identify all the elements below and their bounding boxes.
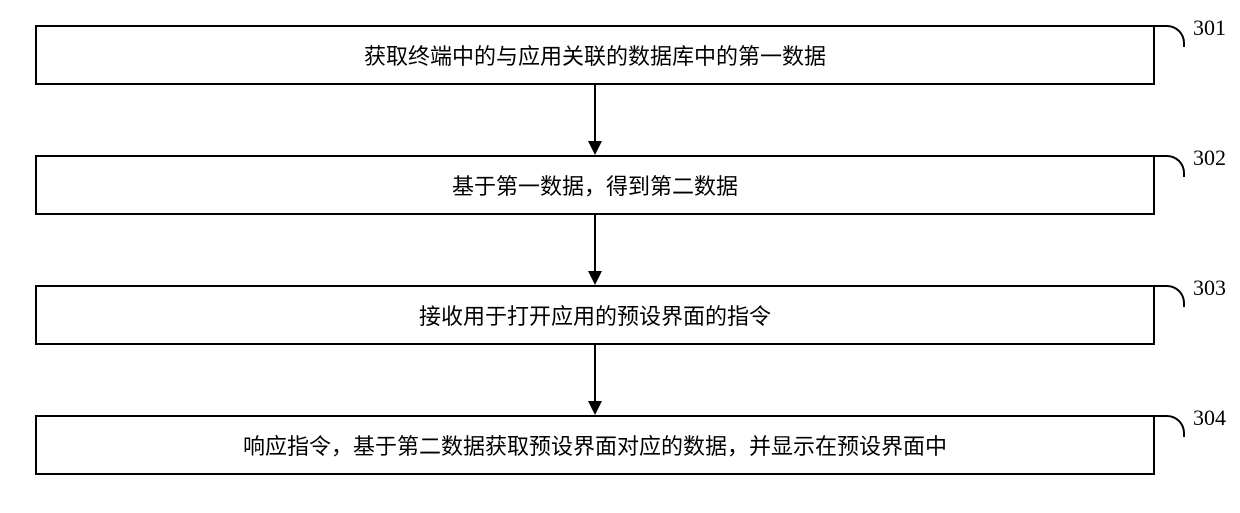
label-connector <box>1155 285 1185 307</box>
flow-step-box: 响应指令，基于第二数据获取预设界面对应的数据，并显示在预设界面中 <box>35 415 1155 475</box>
flow-step-text: 获取终端中的与应用关联的数据库中的第一数据 <box>364 39 826 71</box>
flow-step-box: 接收用于打开应用的预设界面的指令 <box>35 285 1155 345</box>
label-connector <box>1155 25 1185 47</box>
flow-step-label: 302 <box>1193 145 1226 171</box>
flow-step-label: 304 <box>1193 405 1226 431</box>
flow-arrow-head <box>588 271 602 285</box>
flow-step-text: 接收用于打开应用的预设界面的指令 <box>419 299 771 331</box>
flow-step-box: 获取终端中的与应用关联的数据库中的第一数据 <box>35 25 1155 85</box>
flow-arrow-line <box>594 345 596 401</box>
flow-step-text: 基于第一数据，得到第二数据 <box>452 169 738 201</box>
label-connector <box>1155 155 1185 177</box>
flow-step-box: 基于第一数据，得到第二数据 <box>35 155 1155 215</box>
flow-step-label: 303 <box>1193 275 1226 301</box>
flow-arrow-head <box>588 141 602 155</box>
label-connector <box>1155 415 1185 437</box>
flow-arrow-line <box>594 85 596 141</box>
flow-arrow-head <box>588 401 602 415</box>
flow-arrow-line <box>594 215 596 271</box>
flowchart-canvas: 获取终端中的与应用关联的数据库中的第一数据 301 基于第一数据，得到第二数据 302… <box>0 0 1240 513</box>
flow-step-label: 301 <box>1193 15 1226 41</box>
flow-step-text: 响应指令，基于第二数据获取预设界面对应的数据，并显示在预设界面中 <box>243 429 947 461</box>
